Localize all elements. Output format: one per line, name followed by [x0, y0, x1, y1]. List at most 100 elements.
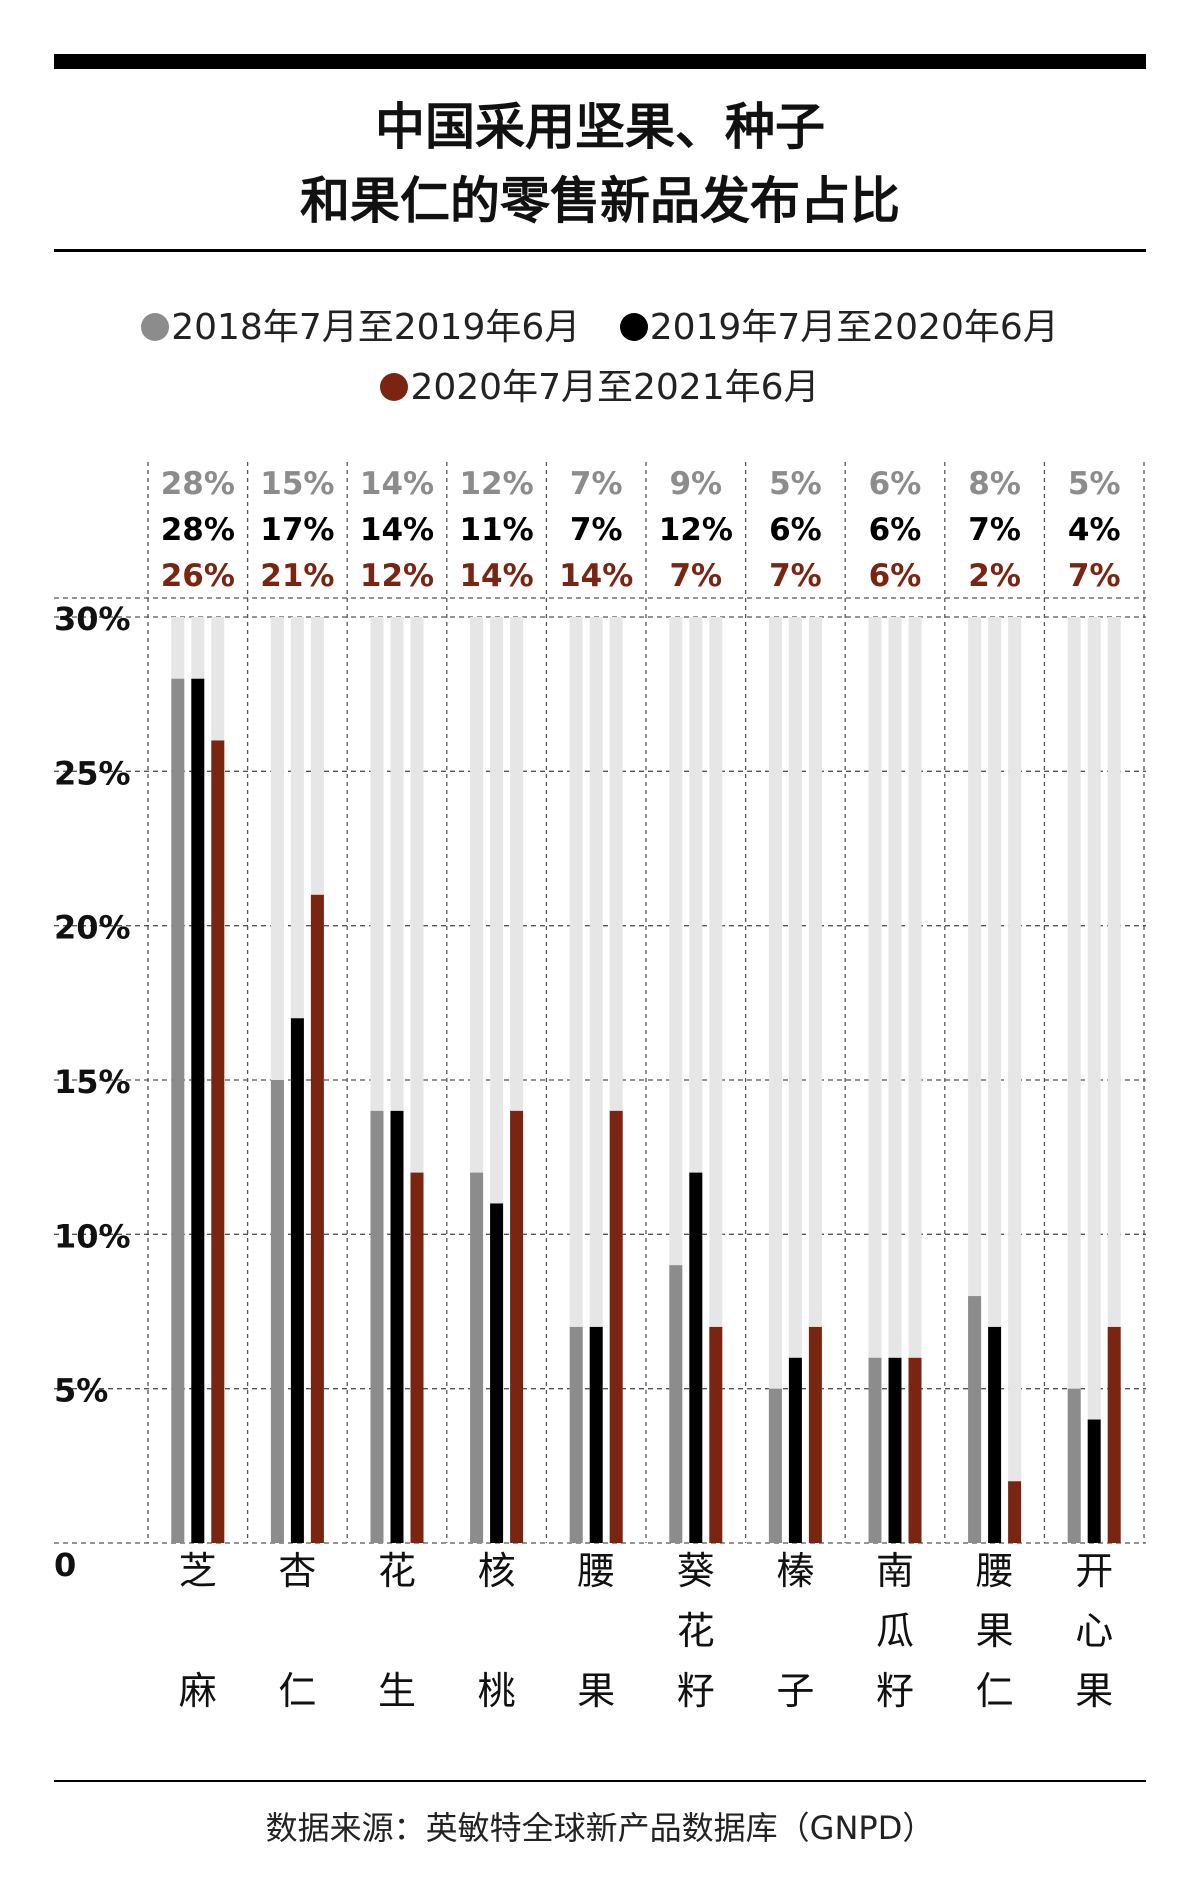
value-label: 5%: [769, 466, 822, 502]
bar-track: [589, 617, 603, 1543]
value-label: 7%: [769, 558, 822, 594]
source-note: 数据来源：英敏特全球新产品数据库（GNPD）: [265, 1809, 935, 1847]
value-label: 7%: [669, 558, 722, 594]
category-label-char: 腰: [976, 1549, 1014, 1593]
bar-2: [689, 1172, 703, 1543]
category-label-char: 果: [1075, 1669, 1113, 1713]
bar-3: [609, 1110, 623, 1543]
bar-2: [888, 1357, 902, 1543]
category-label-char: 桃: [478, 1669, 516, 1713]
category-label-char: 瓜: [876, 1609, 914, 1653]
category-label-char: 芝: [179, 1549, 217, 1593]
bar-3: [510, 1110, 524, 1543]
bar-3: [908, 1357, 922, 1543]
category-label-char: 南: [876, 1549, 914, 1593]
bar-3: [410, 1172, 424, 1543]
bar-1: [868, 1357, 882, 1543]
bar-track: [1008, 617, 1022, 1543]
value-label: 4%: [1068, 512, 1121, 548]
legend-row-2: 2020年7月至2021年6月: [0, 363, 1200, 413]
bar-1: [270, 1080, 284, 1543]
value-label: 14%: [360, 512, 434, 548]
legend-dot-series1: [141, 313, 170, 341]
value-label: 26%: [161, 558, 235, 594]
bar-3: [310, 894, 324, 1543]
bar-2: [390, 1110, 404, 1543]
y-tick-label: 25%: [54, 754, 131, 792]
bar-1: [370, 1110, 384, 1543]
y-tick-label: 20%: [54, 909, 131, 947]
bar-track: [988, 617, 1002, 1543]
category-label-char: 心: [1075, 1609, 1113, 1653]
legend-dot-series2: [619, 313, 648, 341]
category-label-char: 果: [976, 1609, 1014, 1653]
value-label: 14%: [559, 558, 633, 594]
bar-track: [788, 617, 802, 1543]
value-label: 9%: [669, 466, 722, 502]
category-label-char: 榛: [776, 1549, 814, 1593]
category-label-char: 杏: [278, 1549, 316, 1593]
bar-2: [988, 1326, 1002, 1543]
top-rule: [54, 54, 1146, 69]
value-label: 12%: [659, 512, 733, 548]
value-label: 14%: [459, 558, 533, 594]
bar-2: [490, 1203, 504, 1543]
category-label-char: 生: [378, 1669, 416, 1713]
category-label-char: 麻: [179, 1669, 217, 1713]
y-tick-label: 0: [54, 1546, 76, 1584]
category-label-char: 核: [478, 1549, 516, 1593]
value-label: 12%: [459, 466, 533, 502]
bar-chart: 0 5% 10% 15% 20% 25% 30% 28% 28% 26% 芝麻 15% 17% 21% 杏仁…: [54, 462, 1146, 1713]
value-label: 7%: [570, 466, 623, 502]
bar-track: [868, 617, 882, 1543]
value-label: 6%: [769, 512, 822, 548]
y-tick-label: 10%: [54, 1217, 131, 1255]
category-label-char: 子: [776, 1669, 814, 1713]
legend-label-series2: 2019年7月至2020年6月: [649, 307, 1059, 348]
bar-2: [589, 1326, 603, 1543]
bar-1: [569, 1326, 583, 1543]
bar-track: [908, 617, 922, 1543]
value-label: 7%: [968, 512, 1021, 548]
category-label-char: 仁: [278, 1669, 316, 1713]
bar-track: [709, 617, 723, 1543]
y-tick-label: 30%: [54, 600, 131, 638]
bar-track: [1087, 617, 1101, 1543]
bar-track: [1067, 617, 1081, 1543]
bar-track: [1107, 617, 1121, 1543]
bar-1: [968, 1296, 982, 1543]
value-label: 8%: [968, 466, 1021, 502]
bar-track: [768, 617, 782, 1543]
category-label-char: 开: [1075, 1549, 1113, 1593]
value-label: 6%: [869, 466, 922, 502]
legend-item-series2: 2019年7月至2020年6月: [619, 303, 1059, 353]
bar-1: [171, 678, 185, 1543]
y-tick-label: 5%: [54, 1372, 108, 1410]
chart-title-line2: 和果仁的零售新品发布占比: [300, 172, 900, 230]
value-label: 14%: [360, 466, 434, 502]
legend-label-series3: 2020年7月至2021年6月: [410, 367, 820, 408]
bar-2: [191, 678, 205, 1543]
legend-row-1: 2018年7月至2019年6月 2019年7月至2020年6月: [0, 303, 1200, 353]
bar-3: [1008, 1481, 1022, 1543]
value-label: 5%: [1068, 466, 1121, 502]
value-label: 6%: [869, 512, 922, 548]
bar-2: [788, 1357, 802, 1543]
category-label-char: 葵: [677, 1549, 715, 1593]
bar-track: [888, 617, 902, 1543]
bar-1: [470, 1172, 484, 1543]
value-label: 28%: [161, 466, 235, 502]
category-label-char: 仁: [976, 1669, 1014, 1713]
bar-2: [290, 1018, 304, 1543]
y-tick-label: 15%: [54, 1063, 131, 1101]
bar-1: [1067, 1388, 1081, 1543]
value-label: 7%: [570, 512, 623, 548]
legend-dot-series3: [380, 373, 409, 401]
bar-1: [768, 1388, 782, 1543]
bar-track: [808, 617, 822, 1543]
category-label-char: 花: [677, 1609, 715, 1653]
legend-item-series3: 2020年7月至2021年6月: [380, 363, 820, 413]
title-divider: [54, 249, 1146, 252]
value-label: 28%: [161, 512, 235, 548]
legend-label-series1: 2018年7月至2019年6月: [171, 307, 581, 348]
